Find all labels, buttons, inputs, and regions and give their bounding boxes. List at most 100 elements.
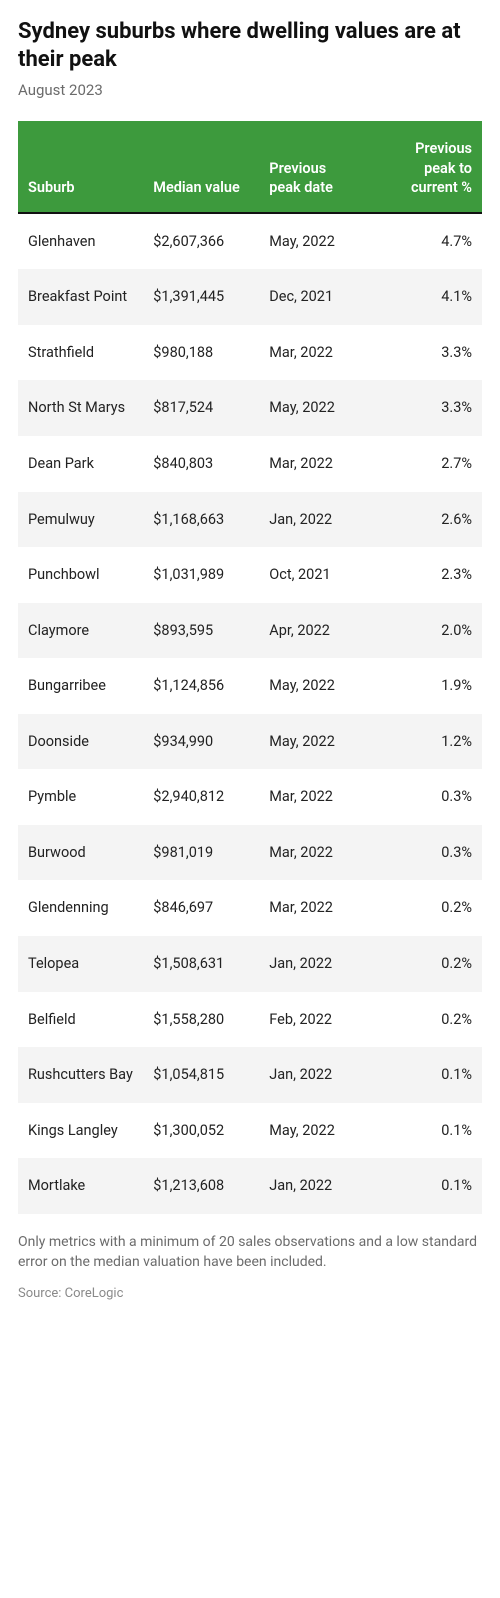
footnote: Only metrics with a minimum of 20 sales …	[18, 1232, 482, 1273]
cell-date: May, 2022	[259, 1103, 370, 1159]
cell-suburb: Rushcutters Bay	[18, 1047, 143, 1103]
cell-pct: 0.1%	[371, 1103, 482, 1159]
cell-date: Mar, 2022	[259, 825, 370, 881]
page-subtitle: August 2023	[18, 81, 482, 99]
cell-value: $1,508,631	[143, 936, 259, 992]
table-row: North St Marys$817,524May, 20223.3%	[18, 380, 482, 436]
cell-value: $980,188	[143, 325, 259, 381]
cell-date: May, 2022	[259, 380, 370, 436]
cell-date: May, 2022	[259, 658, 370, 714]
cell-suburb: North St Marys	[18, 380, 143, 436]
cell-date: Oct, 2021	[259, 547, 370, 603]
table-row: Glenhaven$2,607,366May, 20224.7%	[18, 213, 482, 270]
cell-value: $2,940,812	[143, 769, 259, 825]
cell-suburb: Claymore	[18, 603, 143, 659]
cell-suburb: Telopea	[18, 936, 143, 992]
cell-value: $1,558,280	[143, 992, 259, 1048]
cell-date: Apr, 2022	[259, 603, 370, 659]
cell-suburb: Doonside	[18, 714, 143, 770]
cell-pct: 0.2%	[371, 992, 482, 1048]
cell-date: May, 2022	[259, 213, 370, 270]
cell-suburb: Mortlake	[18, 1158, 143, 1214]
table-row: Claymore$893,595Apr, 20222.0%	[18, 603, 482, 659]
cell-date: Mar, 2022	[259, 880, 370, 936]
cell-pct: 3.3%	[371, 325, 482, 381]
cell-pct: 2.3%	[371, 547, 482, 603]
cell-pct: 3.3%	[371, 380, 482, 436]
cell-date: Feb, 2022	[259, 992, 370, 1048]
cell-value: $1,391,445	[143, 269, 259, 325]
cell-date: Jan, 2022	[259, 1158, 370, 1214]
table-row: Pymble$2,940,812Mar, 20220.3%	[18, 769, 482, 825]
source-attribution: Source: CoreLogic	[18, 1286, 482, 1301]
cell-suburb: Burwood	[18, 825, 143, 881]
cell-value: $1,168,663	[143, 492, 259, 548]
cell-pct: 4.7%	[371, 213, 482, 270]
cell-pct: 2.7%	[371, 436, 482, 492]
table-row: Dean Park$840,803Mar, 20222.7%	[18, 436, 482, 492]
cell-pct: 0.1%	[371, 1047, 482, 1103]
cell-suburb: Breakfast Point	[18, 269, 143, 325]
cell-suburb: Strathfield	[18, 325, 143, 381]
col-header-value: Median value	[143, 121, 259, 213]
cell-date: Jan, 2022	[259, 936, 370, 992]
cell-pct: 1.9%	[371, 658, 482, 714]
col-header-pct: Previous peak to current %	[371, 121, 482, 213]
cell-pct: 0.3%	[371, 769, 482, 825]
col-header-date: Previous peak date	[259, 121, 370, 213]
cell-pct: 1.2%	[371, 714, 482, 770]
cell-suburb: Belfield	[18, 992, 143, 1048]
table-row: Pemulwuy$1,168,663Jan, 20222.6%	[18, 492, 482, 548]
cell-value: $934,990	[143, 714, 259, 770]
cell-suburb: Glendenning	[18, 880, 143, 936]
table-row: Telopea$1,508,631Jan, 20220.2%	[18, 936, 482, 992]
cell-date: Mar, 2022	[259, 325, 370, 381]
cell-pct: 0.3%	[371, 825, 482, 881]
cell-pct: 4.1%	[371, 269, 482, 325]
cell-date: Jan, 2022	[259, 492, 370, 548]
cell-suburb: Pymble	[18, 769, 143, 825]
cell-suburb: Kings Langley	[18, 1103, 143, 1159]
cell-value: $1,031,989	[143, 547, 259, 603]
cell-pct: 0.1%	[371, 1158, 482, 1214]
cell-value: $1,213,608	[143, 1158, 259, 1214]
cell-date: Mar, 2022	[259, 436, 370, 492]
table-row: Belfield$1,558,280Feb, 20220.2%	[18, 992, 482, 1048]
table-row: Glendenning$846,697Mar, 20220.2%	[18, 880, 482, 936]
table-row: Strathfield$980,188Mar, 20223.3%	[18, 325, 482, 381]
cell-suburb: Dean Park	[18, 436, 143, 492]
cell-date: May, 2022	[259, 714, 370, 770]
cell-suburb: Pemulwuy	[18, 492, 143, 548]
cell-suburb: Bungarribee	[18, 658, 143, 714]
page-title: Sydney suburbs where dwelling values are…	[18, 18, 482, 73]
cell-date: Jan, 2022	[259, 1047, 370, 1103]
cell-date: Dec, 2021	[259, 269, 370, 325]
cell-value: $1,054,815	[143, 1047, 259, 1103]
cell-value: $1,300,052	[143, 1103, 259, 1159]
cell-pct: 0.2%	[371, 880, 482, 936]
table-row: Mortlake$1,213,608Jan, 20220.1%	[18, 1158, 482, 1214]
cell-pct: 2.0%	[371, 603, 482, 659]
table-row: Rushcutters Bay$1,054,815Jan, 20220.1%	[18, 1047, 482, 1103]
cell-suburb: Glenhaven	[18, 213, 143, 270]
cell-value: $817,524	[143, 380, 259, 436]
cell-value: $1,124,856	[143, 658, 259, 714]
cell-value: $840,803	[143, 436, 259, 492]
cell-value: $981,019	[143, 825, 259, 881]
table-row: Doonside$934,990May, 20221.2%	[18, 714, 482, 770]
cell-date: Mar, 2022	[259, 769, 370, 825]
table-header-row: Suburb Median value Previous peak date P…	[18, 121, 482, 213]
cell-value: $846,697	[143, 880, 259, 936]
table-row: Kings Langley$1,300,052May, 20220.1%	[18, 1103, 482, 1159]
table-row: Burwood$981,019Mar, 20220.3%	[18, 825, 482, 881]
cell-pct: 2.6%	[371, 492, 482, 548]
cell-suburb: Punchbowl	[18, 547, 143, 603]
col-header-suburb: Suburb	[18, 121, 143, 213]
cell-value: $2,607,366	[143, 213, 259, 270]
table-row: Punchbowl$1,031,989Oct, 20212.3%	[18, 547, 482, 603]
table-row: Breakfast Point$1,391,445Dec, 20214.1%	[18, 269, 482, 325]
data-table: Suburb Median value Previous peak date P…	[18, 121, 482, 1214]
cell-pct: 0.2%	[371, 936, 482, 992]
table-row: Bungarribee$1,124,856May, 20221.9%	[18, 658, 482, 714]
cell-value: $893,595	[143, 603, 259, 659]
